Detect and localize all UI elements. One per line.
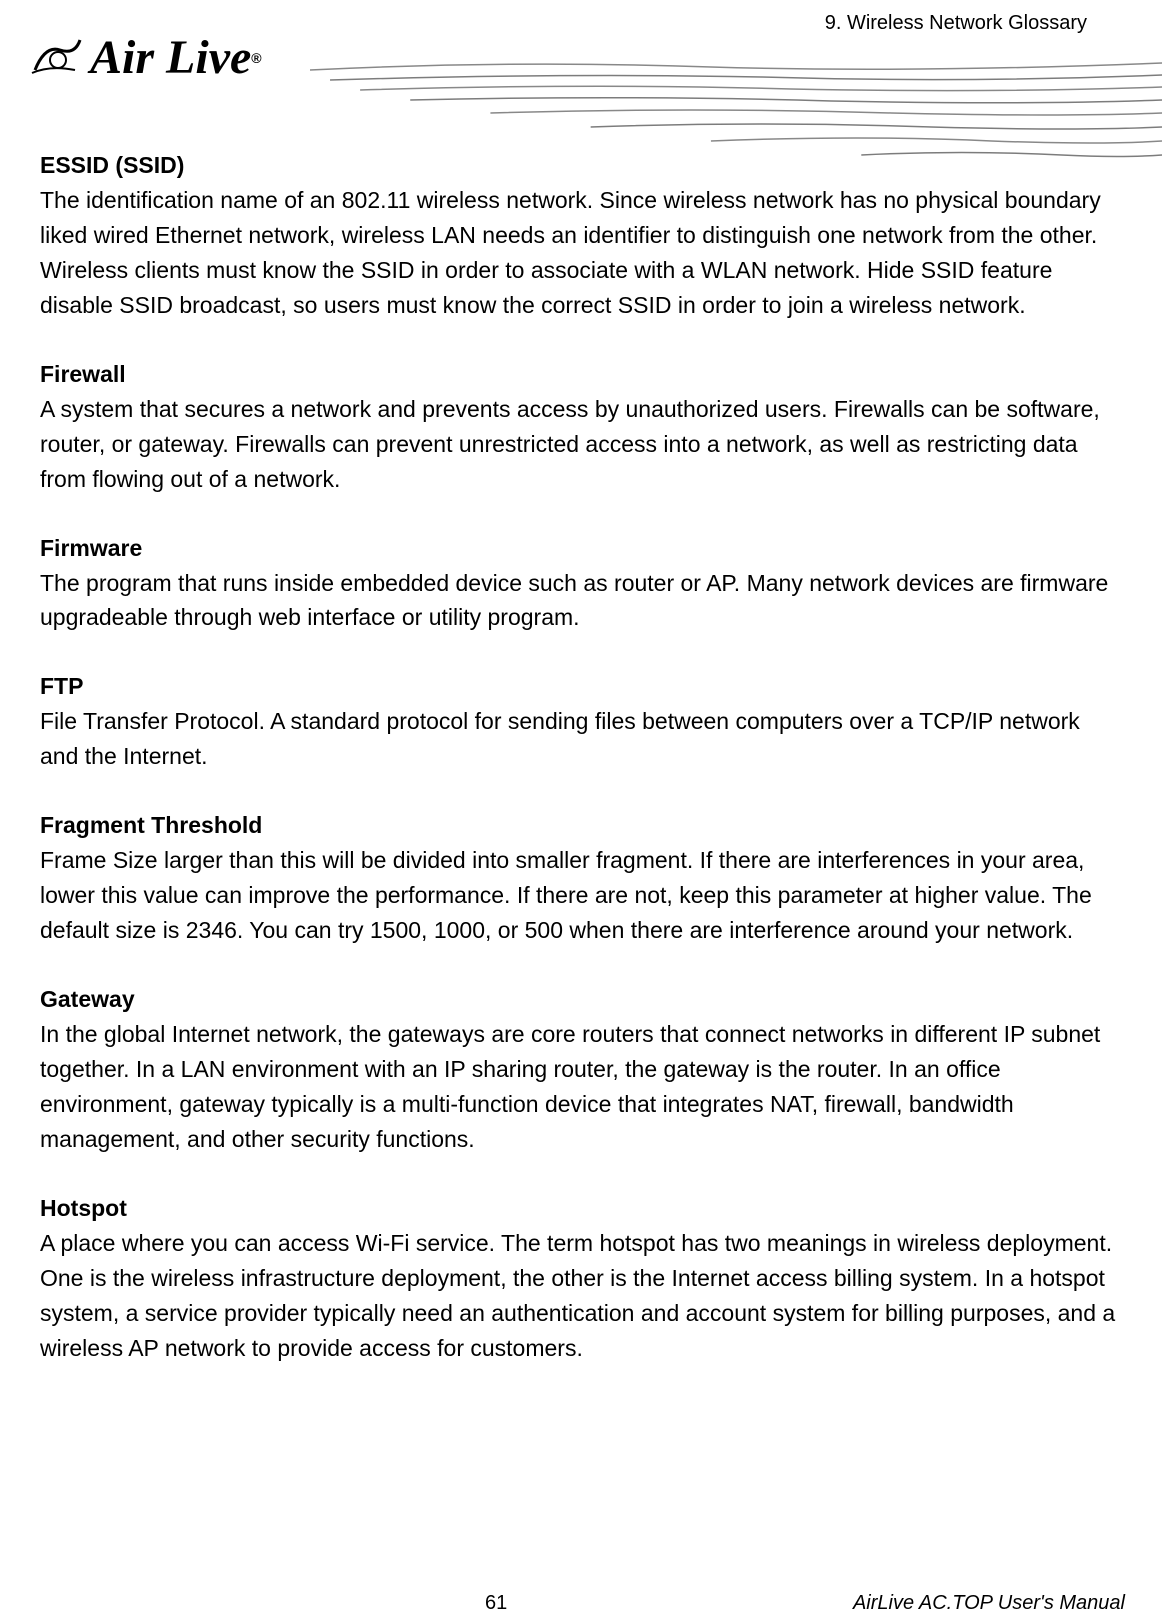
- page-number: 61: [485, 1592, 507, 1615]
- manual-name: AirLive AC.TOP User's Manual: [853, 1592, 1125, 1615]
- glossary-term: Hotspot: [40, 1191, 1122, 1226]
- header-chapter-title: 9. Wireless Network Glossary: [825, 12, 1087, 35]
- glossary-term: Firewall: [40, 357, 1122, 392]
- glossary-term: Gateway: [40, 982, 1122, 1017]
- glossary-definition: The program that runs inside embedded de…: [40, 566, 1122, 636]
- glossary-term: Fragment Threshold: [40, 808, 1122, 843]
- brand-logo: Air Live ®: [30, 30, 262, 85]
- glossary-definition: The identification name of an 802.11 wir…: [40, 183, 1122, 323]
- registered-mark: ®: [251, 50, 261, 66]
- glossary-definition: File Transfer Protocol. A standard proto…: [40, 704, 1122, 774]
- glossary-definition: A place where you can access Wi-Fi servi…: [40, 1226, 1122, 1366]
- glossary-term: ESSID (SSID): [40, 148, 1122, 183]
- glossary-definition: In the global Internet network, the gate…: [40, 1017, 1122, 1157]
- glossary-definition: Frame Size larger than this will be divi…: [40, 843, 1122, 948]
- glossary-term: Firmware: [40, 531, 1122, 566]
- glossary-content: ESSID (SSID) The identification name of …: [40, 148, 1122, 1366]
- logo-swoosh-icon: [30, 35, 85, 80]
- glossary-term: FTP: [40, 669, 1122, 704]
- logo-text: Air Live: [90, 30, 251, 85]
- glossary-definition: A system that secures a network and prev…: [40, 392, 1122, 497]
